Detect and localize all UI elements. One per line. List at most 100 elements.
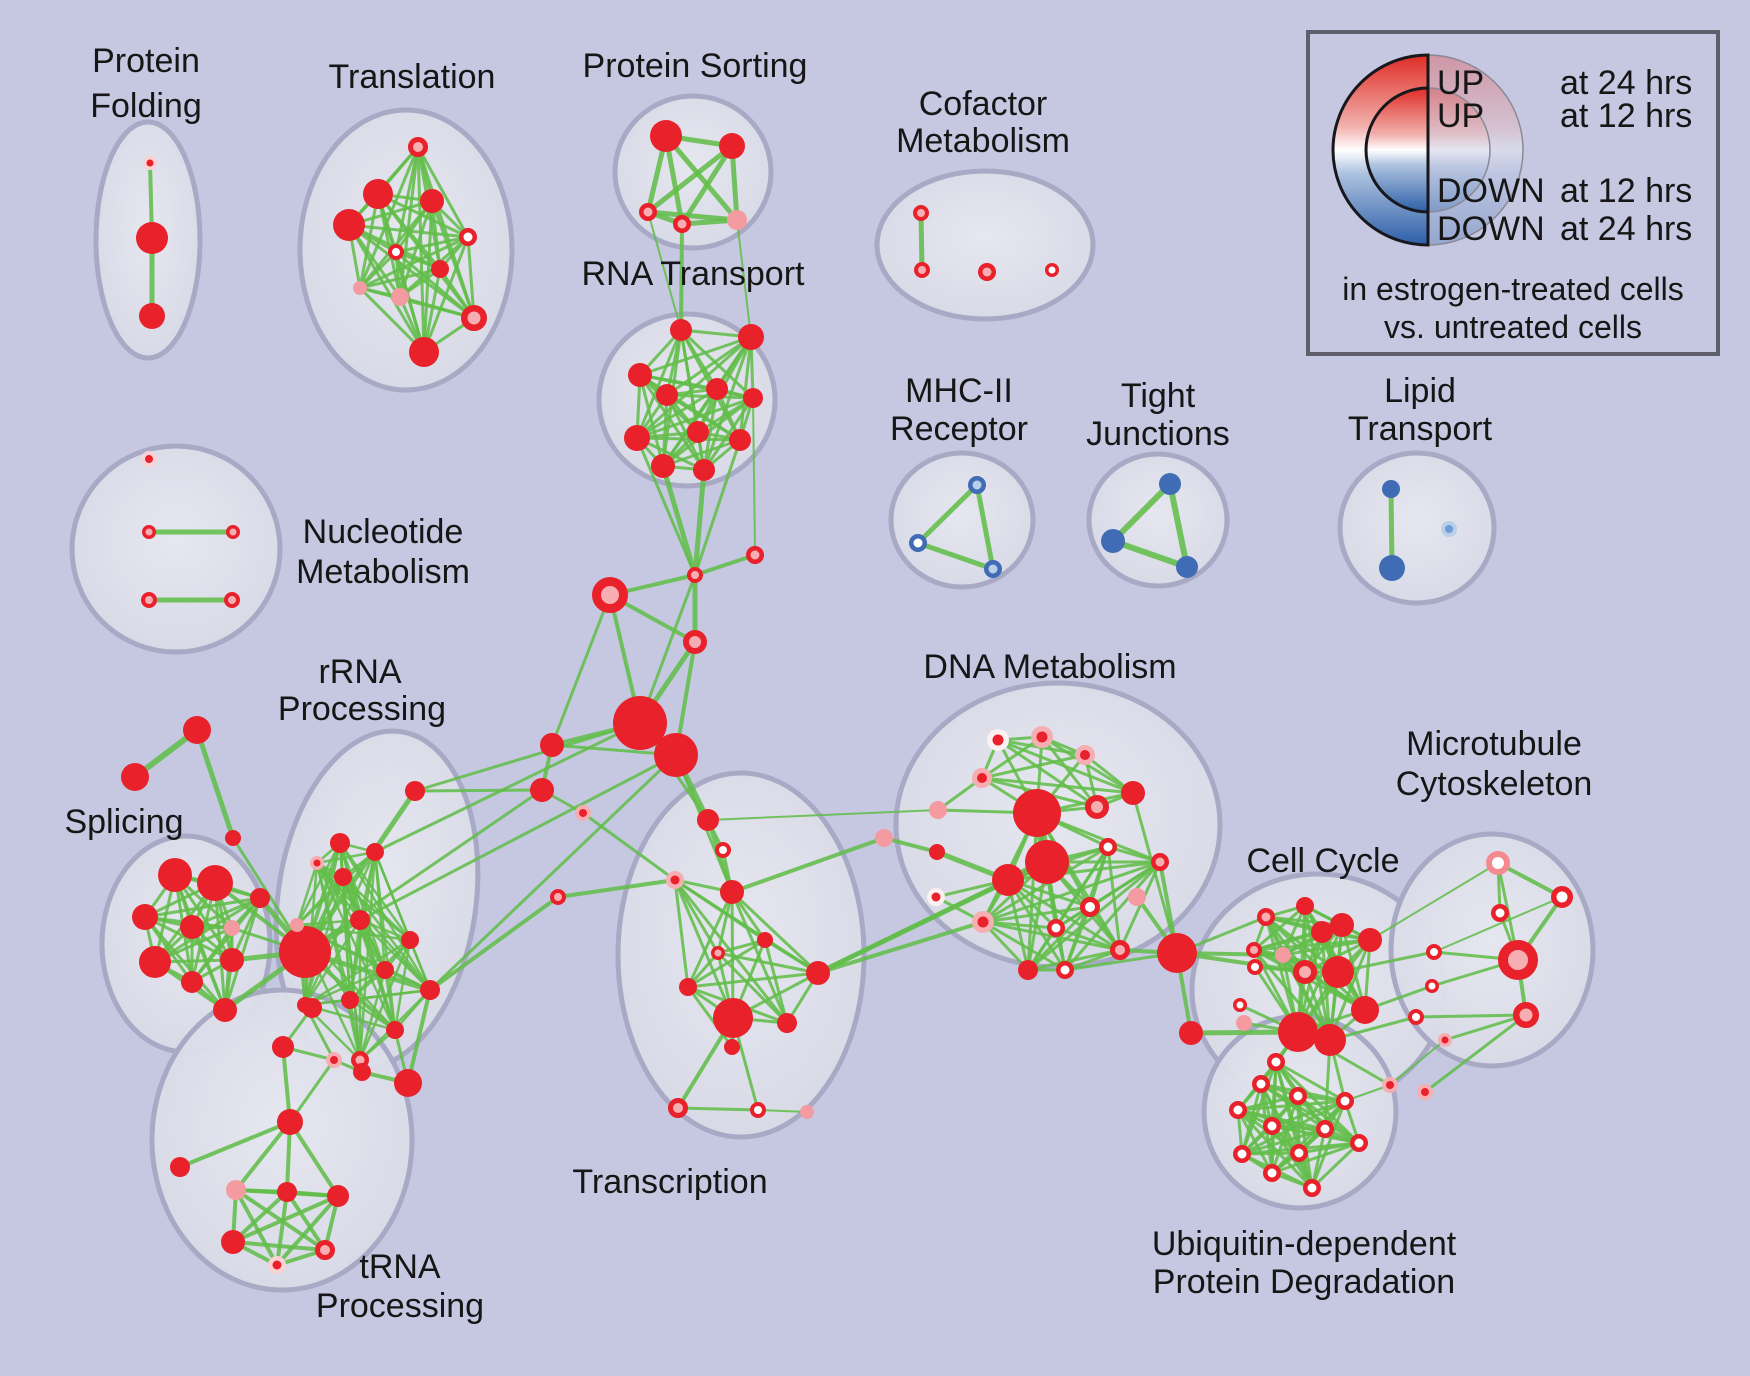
gene-node-sp6[interactable] (224, 920, 240, 936)
gene-node-cn2[interactable] (746, 546, 764, 564)
gene-node-rt5[interactable] (706, 378, 728, 400)
gene-node-ub1[interactable] (1267, 1053, 1285, 1071)
gene-node-rr1[interactable] (330, 833, 350, 853)
gene-node-cc7[interactable] (1275, 947, 1291, 963)
gene-node-tn11[interactable] (315, 1240, 335, 1260)
gene-node-dm7[interactable] (929, 844, 945, 860)
gene-node-tx10[interactable] (713, 998, 753, 1038)
gene-node-sp8[interactable] (220, 948, 244, 972)
gene-node-g5[interactable] (1382, 1077, 1398, 1093)
gene-node-ccb[interactable] (1157, 933, 1197, 973)
gene-node-h2[interactable] (654, 733, 698, 777)
gene-node-pf3[interactable] (139, 303, 165, 329)
gene-node-tx13[interactable] (668, 1098, 688, 1118)
gene-node-dm22[interactable] (1018, 960, 1038, 980)
gene-node-cc3[interactable] (1330, 913, 1354, 937)
gene-node-dm4[interactable] (972, 768, 992, 788)
gene-node-tj1[interactable] (1159, 473, 1181, 495)
gene-node-tn6[interactable] (170, 1157, 190, 1177)
gene-node-tx3[interactable] (666, 871, 684, 889)
gene-node-dm14[interactable] (992, 864, 1024, 896)
gene-node-tx1[interactable] (697, 809, 719, 831)
gene-node-rr7[interactable] (401, 931, 419, 949)
gene-node-x1[interactable] (183, 716, 211, 744)
gene-node-ps5[interactable] (727, 210, 747, 230)
gene-node-x2[interactable] (121, 763, 149, 791)
gene-node-x3[interactable] (225, 830, 241, 846)
gene-node-cc14[interactable] (1233, 998, 1247, 1012)
gene-node-tn10[interactable] (221, 1230, 245, 1254)
gene-node-cc12[interactable] (1314, 1024, 1346, 1056)
gene-node-rt9[interactable] (729, 429, 751, 451)
gene-node-cf2[interactable] (914, 262, 930, 278)
gene-node-nm4[interactable] (141, 592, 157, 608)
gene-node-sp10[interactable] (213, 998, 237, 1022)
gene-node-rt4[interactable] (656, 384, 678, 406)
gene-node-dm20[interactable] (1110, 940, 1130, 960)
gene-node-rt7[interactable] (624, 425, 650, 451)
gene-node-sp5[interactable] (180, 915, 204, 939)
gene-node-bn1[interactable] (540, 733, 564, 757)
gene-node-bn2[interactable] (530, 778, 554, 802)
gene-node-nm5[interactable] (224, 592, 240, 608)
gene-node-mh3[interactable] (984, 560, 1002, 578)
gene-node-nm3[interactable] (226, 525, 240, 539)
gene-node-dm19[interactable] (1128, 888, 1146, 906)
gene-node-rr8[interactable] (376, 961, 394, 979)
gene-node-cc8[interactable] (1247, 959, 1263, 975)
gene-node-dm13[interactable] (1025, 840, 1069, 884)
gene-node-tx9[interactable] (806, 961, 830, 985)
gene-node-rt1[interactable] (670, 319, 692, 341)
gene-node-rr3[interactable] (366, 843, 384, 861)
gene-node-cc10[interactable] (1322, 956, 1354, 988)
gene-node-dm3[interactable] (1075, 745, 1095, 765)
gene-node-tx7[interactable] (711, 946, 725, 960)
gene-node-t4[interactable] (333, 209, 365, 241)
gene-node-tj2[interactable] (1101, 529, 1125, 553)
gene-node-ub11[interactable] (1263, 1164, 1281, 1182)
gene-node-t10[interactable] (461, 305, 487, 331)
gene-node-rr5[interactable] (290, 918, 304, 932)
gene-node-tj3[interactable] (1176, 556, 1198, 578)
gene-node-tx15[interactable] (800, 1105, 814, 1119)
gene-node-nm2[interactable] (142, 525, 156, 539)
gene-node-rr10[interactable] (341, 991, 359, 1009)
gene-node-dm11[interactable] (1151, 853, 1169, 871)
gene-node-tx8[interactable] (679, 978, 697, 996)
gene-node-rr2[interactable] (310, 856, 324, 870)
gene-node-dm16[interactable] (972, 911, 994, 933)
gene-node-cc6[interactable] (1246, 942, 1262, 958)
gene-node-dm2[interactable] (1031, 726, 1053, 748)
gene-node-t11[interactable] (409, 337, 439, 367)
gene-node-sp2[interactable] (197, 865, 233, 901)
gene-node-cb2[interactable] (1179, 1021, 1203, 1045)
gene-node-rr11[interactable] (386, 1021, 404, 1039)
gene-node-lp3[interactable] (1441, 521, 1457, 537)
gene-node-sp4[interactable] (132, 904, 158, 930)
gene-node-cn3[interactable] (592, 577, 628, 613)
gene-node-g6[interactable] (1417, 1084, 1433, 1100)
gene-node-rt8[interactable] (687, 421, 709, 443)
gene-node-mt5[interactable] (1513, 1002, 1539, 1028)
gene-node-ub9[interactable] (1233, 1145, 1251, 1163)
gene-node-t2[interactable] (363, 179, 393, 209)
gene-node-t3[interactable] (420, 189, 444, 213)
gene-node-tn2[interactable] (326, 1052, 342, 1068)
gene-node-dm9[interactable] (1121, 781, 1145, 805)
gene-node-nm1[interactable] (141, 451, 157, 467)
gene-node-cc1[interactable] (1257, 908, 1275, 926)
gene-node-cc5[interactable] (1358, 928, 1382, 952)
gene-node-cn4[interactable] (683, 630, 707, 654)
gene-node-pf2[interactable] (136, 222, 168, 254)
gene-node-tn7[interactable] (226, 1180, 246, 1200)
gene-node-g1[interactable] (1426, 944, 1442, 960)
gene-node-mt4[interactable] (1498, 940, 1538, 980)
gene-node-tn9[interactable] (327, 1185, 349, 1207)
gene-node-rr9[interactable] (420, 980, 440, 1000)
gene-node-pf1[interactable] (143, 156, 157, 170)
gene-node-dm12[interactable] (1013, 789, 1061, 837)
gene-node-tx11[interactable] (777, 1013, 797, 1033)
gene-node-mt1[interactable] (1486, 851, 1510, 875)
gene-node-tx4[interactable] (720, 880, 744, 904)
gene-node-h1[interactable] (613, 696, 667, 750)
